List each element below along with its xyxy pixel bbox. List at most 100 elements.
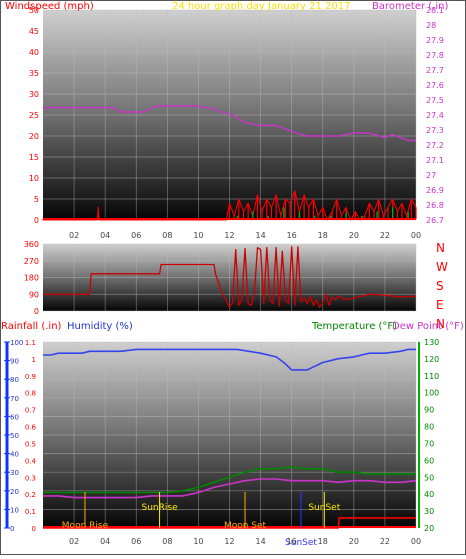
compass-tick-label: N bbox=[436, 317, 445, 331]
windspeed-tick-label: 20 bbox=[29, 132, 39, 141]
direction-degree-tick-label: 180 bbox=[24, 274, 39, 283]
humidity-tick-label: 100 bbox=[10, 339, 23, 347]
temperature-tick-label: 120 bbox=[424, 355, 439, 364]
barometer-tick-labels: 26.7 26.8 26.9 27 27.1 27.2 27.3 27.4 27.5 27.6 27… bbox=[426, 6, 444, 225]
temperature-tick-label: 30 bbox=[424, 507, 434, 516]
barometer-tick-label: 27.3 bbox=[426, 126, 444, 135]
temperature-tick-label: 100 bbox=[424, 389, 439, 398]
time-tick-label: 10 bbox=[193, 231, 203, 240]
temperature-tick-label: 20 bbox=[424, 524, 434, 533]
humidity-tick-label: 30 bbox=[10, 469, 19, 477]
rainfall-tick-label: 0.1 bbox=[25, 508, 36, 516]
annotation-label: Moon Set bbox=[224, 521, 267, 531]
humidity-tick-label: 50 bbox=[10, 432, 19, 440]
barometer-tick-label: 27.6 bbox=[426, 81, 444, 90]
temperature-line bbox=[43, 466, 416, 494]
time-tick-label: 16 bbox=[287, 537, 297, 546]
time-tick-label: 22 bbox=[380, 537, 390, 546]
chart-title: 24 hour graph day January 21 2017 bbox=[172, 1, 350, 12]
compass-tick-label: E bbox=[436, 298, 444, 312]
dew-point-line bbox=[43, 478, 417, 499]
time-tick-label: 10 bbox=[193, 537, 203, 546]
windspeed-tick-label: 5 bbox=[34, 195, 39, 204]
direction-degree-tick-label: 270 bbox=[24, 257, 39, 266]
barometer-tick-label: 27.8 bbox=[426, 51, 444, 60]
annotation-label: SunSet bbox=[285, 538, 317, 548]
time-tick-label: 16 bbox=[287, 231, 297, 240]
humidity-tick-label: 0 bbox=[10, 525, 14, 533]
time-tick-label: 18 bbox=[318, 231, 328, 240]
temperature-tick-label: 90 bbox=[424, 406, 434, 415]
wind-speed-line bbox=[43, 190, 417, 221]
wind-panel-time-labels: 02 04 06 08 10 12 14 16 18 20 22 00 bbox=[69, 231, 421, 240]
rainfall-tick-label: 0.8 bbox=[25, 390, 36, 398]
barometer-tick-label: 26.7 bbox=[426, 216, 444, 225]
temperature-axis-title: Temperature (°F) bbox=[311, 321, 397, 332]
barometer-tick-label: 27.4 bbox=[426, 111, 444, 120]
humidity-tick-label: 20 bbox=[10, 488, 19, 496]
rainfall-tick-labels: 0 0.1 0.2 0.3 0.4 0.5 0.6 0.7 0.8 0.9 1 1.1 bbox=[25, 339, 37, 533]
humidity-tick-label: 70 bbox=[10, 395, 19, 403]
temperature-tick-label: 40 bbox=[424, 490, 434, 499]
sun-moon-annotations: Moon Rise SunRise Moon Set SunSet SunSet bbox=[62, 492, 341, 548]
time-tick-label: 00 bbox=[411, 537, 421, 546]
time-tick-label: 22 bbox=[380, 231, 390, 240]
time-tick-label: 04 bbox=[100, 231, 110, 240]
barometer-tick-label: 27.5 bbox=[426, 96, 444, 105]
time-tick-label: 14 bbox=[255, 231, 265, 240]
humidity-tick-label: 90 bbox=[10, 358, 19, 366]
temperature-tick-label: 50 bbox=[424, 473, 434, 482]
wind-panel-series bbox=[42, 105, 417, 221]
time-tick-label: 14 bbox=[255, 537, 265, 546]
humidity-panel-series bbox=[43, 348, 417, 529]
rainfall-tick-label: 0.7 bbox=[25, 407, 36, 415]
time-tick-label: 12 bbox=[224, 231, 234, 240]
temperature-tick-labels: 20 30 40 50 60 70 80 90 100 110 120 130 bbox=[424, 338, 439, 533]
time-tick-label: 04 bbox=[100, 537, 110, 546]
barometer-tick-label: 26.9 bbox=[426, 186, 444, 195]
time-tick-label: 12 bbox=[224, 537, 234, 546]
windspeed-tick-label: 25 bbox=[29, 111, 39, 120]
humidity-tick-label: 80 bbox=[10, 376, 19, 384]
windspeed-tick-label: 10 bbox=[29, 174, 39, 183]
wind-direction-line bbox=[43, 246, 417, 308]
barometer-axis-title: Barometer (.in) bbox=[372, 1, 448, 12]
rainfall-tick-label: 0.6 bbox=[25, 424, 37, 432]
rainfall-axis-title: Rainfall (.in) bbox=[1, 321, 62, 332]
humidity-tick-label: 10 bbox=[10, 506, 19, 514]
windspeed-tick-label: 30 bbox=[29, 90, 39, 99]
windspeed-tick-labels: 0 5 10 15 20 25 30 35 40 45 50 bbox=[29, 6, 39, 225]
windspeed-tick-label: 40 bbox=[29, 48, 39, 57]
annotation-label: SunSet bbox=[308, 503, 340, 513]
windspeed-tick-label: 50 bbox=[29, 6, 39, 15]
axis-scale-bars bbox=[4, 341, 420, 529]
barometer-tick-label: 28.1 bbox=[426, 6, 444, 15]
windspeed-tick-label: 0 bbox=[34, 216, 39, 225]
rainfall-tick-label: 0.5 bbox=[25, 440, 36, 448]
compass-tick-label: N bbox=[436, 241, 445, 255]
rainfall-tick-label: 0.3 bbox=[25, 474, 36, 482]
compass-tick-label: S bbox=[436, 279, 444, 293]
temperature-tick-label: 80 bbox=[424, 423, 434, 432]
windspeed-tick-label: 35 bbox=[29, 69, 39, 78]
windspeed-tick-label: 15 bbox=[29, 153, 39, 162]
direction-degree-tick-label: 360 bbox=[24, 240, 39, 249]
time-tick-label: 02 bbox=[69, 231, 79, 240]
barometer-tick-label: 27.9 bbox=[426, 36, 444, 45]
humidity-tick-labels: 0 10 20 30 40 50 60 70 80 90 100 bbox=[10, 339, 23, 533]
humidity-tick-label: 60 bbox=[10, 413, 19, 421]
rainfall-tick-label: 0.4 bbox=[25, 457, 37, 465]
temperature-tick-label: 60 bbox=[424, 456, 434, 465]
rainfall-tick-label: 0.2 bbox=[25, 491, 36, 499]
time-tick-label: 18 bbox=[318, 537, 328, 546]
barometer-tick-label: 27 bbox=[426, 171, 436, 180]
rainfall-tick-label: 0 bbox=[32, 525, 36, 533]
time-tick-label: 02 bbox=[69, 537, 79, 546]
rainfall-tick-label: 1.1 bbox=[25, 339, 36, 347]
humidity-tick-label: 40 bbox=[10, 451, 19, 459]
time-tick-label: 08 bbox=[162, 537, 172, 546]
barometer-tick-label: 27.2 bbox=[426, 141, 444, 150]
